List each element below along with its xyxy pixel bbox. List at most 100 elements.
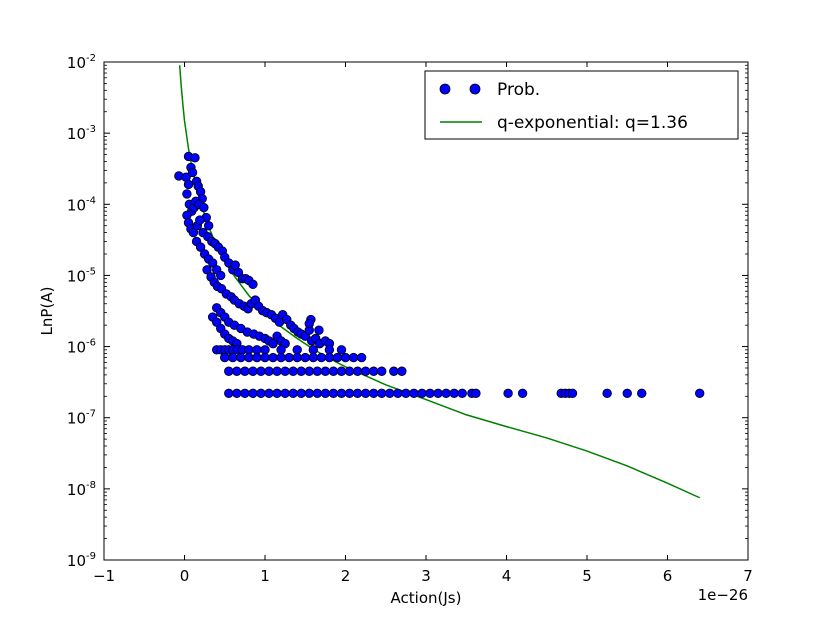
x-tick-label: 4 <box>502 567 512 585</box>
scatter-point <box>622 388 632 399</box>
scatter-point <box>280 388 290 399</box>
scatter-point <box>457 388 467 399</box>
scatter-point <box>224 366 234 376</box>
scatter-point <box>352 366 363 376</box>
scatter-point <box>272 366 282 376</box>
scatter-point <box>336 388 347 399</box>
scatter-point <box>320 388 331 399</box>
scatter-point <box>471 388 481 399</box>
scatter-point <box>252 352 262 363</box>
y-axis-ticks: 10-9 10-8 10-7 10-6 10-5 10-4 10-3 10-2 <box>67 53 748 570</box>
scatter-point <box>304 388 314 399</box>
scatter-point <box>288 388 298 399</box>
scatter-point <box>385 388 395 399</box>
x-tick-label: 7 <box>743 567 753 585</box>
scatter-point <box>276 352 286 363</box>
scatter-point <box>312 366 323 376</box>
scatter-point <box>268 352 278 363</box>
scatter-point <box>199 202 209 213</box>
scatter-point <box>328 388 339 399</box>
scatter-point <box>276 345 286 355</box>
scatter-point <box>377 388 387 399</box>
scatter-point <box>360 388 371 399</box>
scatter-point <box>304 366 314 376</box>
scatter-point <box>368 388 379 399</box>
scatter-point <box>260 345 270 355</box>
scatter-point <box>401 388 411 399</box>
scatter-point <box>332 352 343 363</box>
scatter-point <box>441 388 451 399</box>
x-tick-label: 2 <box>341 567 351 585</box>
scatter-point <box>344 388 355 399</box>
x-tick-label: 0 <box>180 567 190 585</box>
scatter-point <box>236 352 246 363</box>
scatter-point <box>228 352 238 363</box>
scatter-point <box>368 366 379 376</box>
legend-label-fit: q-exponential: q=1.36 <box>497 113 688 133</box>
scatter-point <box>304 318 314 329</box>
scatter-point <box>344 366 355 376</box>
scatter-point <box>244 345 254 355</box>
scatter-point <box>352 388 363 399</box>
scatter-point <box>425 388 435 399</box>
x-axis-offset-label: 1e−26 <box>698 586 748 604</box>
scatter-point <box>252 345 262 355</box>
scatter-point <box>320 366 331 376</box>
y-tick-label: 10-2 <box>67 53 96 72</box>
scatter-point <box>397 366 407 376</box>
y-axis-label: LnP(A) <box>38 287 56 336</box>
scatter-point <box>195 242 206 252</box>
scatter-point <box>503 388 513 399</box>
scatter-point <box>232 366 242 376</box>
scatter-point <box>182 189 192 199</box>
x-tick-label: 1 <box>260 567 270 585</box>
scatter-point <box>292 352 302 363</box>
scatter-point <box>232 388 242 399</box>
scatter-point <box>324 345 335 355</box>
scatter-point <box>183 179 194 190</box>
legend: Prob. q-exponential: q=1.36 <box>424 70 739 140</box>
scatter-point <box>377 366 387 376</box>
legend-label-prob: Prob. <box>497 80 540 100</box>
scatter-point <box>203 220 214 231</box>
scatter-point <box>296 388 306 399</box>
scatter-point <box>449 388 459 399</box>
y-tick-label: 10-6 <box>67 338 96 357</box>
scatter-point <box>240 366 250 376</box>
scatter-point <box>220 352 230 363</box>
scatter-point <box>216 270 226 281</box>
scatter-point <box>248 388 258 399</box>
scatter-point <box>417 388 427 399</box>
scatter-point <box>256 388 266 399</box>
y-tick-label: 10-8 <box>67 480 96 499</box>
scatter-point <box>280 366 290 376</box>
scatter-point <box>389 366 399 376</box>
scatter-point <box>207 258 218 268</box>
scatter-point <box>517 388 528 399</box>
x-tick-label: 6 <box>663 567 673 585</box>
y-tick-label: 10-7 <box>67 409 96 428</box>
scatter-point <box>637 388 647 399</box>
legend-marker-prob-2 <box>469 83 481 95</box>
scatter-point <box>244 352 254 363</box>
scatter-point <box>314 325 324 335</box>
legend-marker-prob-1 <box>439 83 451 95</box>
scatter-point <box>292 345 302 355</box>
scatter-point <box>256 366 266 376</box>
scatter-point <box>264 388 274 399</box>
scatter-point <box>336 366 347 376</box>
scatter-point <box>328 366 339 376</box>
scatter-point <box>202 265 212 275</box>
legend-box <box>424 70 739 140</box>
x-tick-label: −1 <box>93 567 115 585</box>
y-tick-label: 10-4 <box>67 195 96 214</box>
scatter-point <box>288 366 298 376</box>
scatter-point <box>340 352 351 363</box>
scatter-point <box>300 352 310 363</box>
scatter-point <box>187 167 198 178</box>
scatter-points-layer <box>174 151 705 399</box>
y-tick-label: 10-9 <box>67 551 96 570</box>
scatter-point <box>272 388 282 399</box>
scatter-point <box>602 388 612 399</box>
